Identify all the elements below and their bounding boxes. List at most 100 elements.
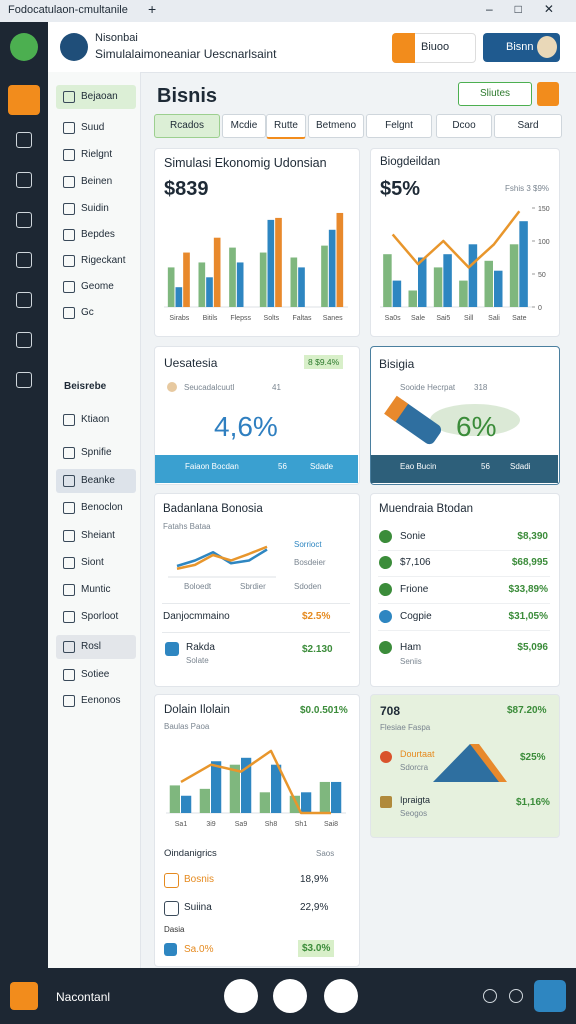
row-label: Sa.0% — [184, 944, 214, 955]
tool-button[interactable]: Sard — [494, 114, 562, 138]
nav-highlight[interactable] — [56, 635, 136, 659]
row-label: Ham — [400, 642, 422, 653]
button-1-icon — [392, 33, 415, 63]
bar — [183, 252, 190, 307]
x-tick-label: Sate — [512, 315, 527, 322]
y-tick-label: 150 — [538, 206, 550, 213]
strip-label: 56 — [481, 462, 490, 471]
nav-icon — [63, 695, 75, 707]
nav-icon — [63, 641, 75, 653]
icon — [379, 610, 392, 623]
footer-button[interactable] — [324, 979, 358, 1013]
x-tick-label: Sh1 — [295, 821, 308, 828]
nav-item[interactable]: Benoclon — [81, 502, 123, 513]
strip — [371, 455, 558, 483]
nav-item[interactable]: Sheiant — [81, 530, 115, 541]
nav-item[interactable]: Suud — [81, 122, 105, 133]
nav-highlight[interactable] — [56, 85, 136, 109]
nav-icon — [63, 307, 75, 319]
action-button[interactable]: Sliutes — [458, 82, 532, 106]
logo — [60, 33, 88, 61]
filter[interactable]: Felgnt — [366, 114, 432, 138]
line — [176, 545, 268, 570]
nav-item[interactable]: Sporloot — [81, 611, 119, 622]
rail-icon[interactable] — [16, 212, 32, 228]
tag: Sbrdier — [240, 582, 266, 591]
card-title: Uesatesia — [164, 356, 218, 370]
map-illustration — [384, 395, 520, 445]
nav-item[interactable]: Rigeckant — [81, 255, 126, 266]
new-tab[interactable]: + — [148, 1, 157, 17]
row-value: $33,89% — [508, 584, 548, 595]
nav-item[interactable]: Rosl — [81, 641, 102, 652]
nav-highlight[interactable] — [56, 469, 136, 493]
strip-label: 56 — [278, 462, 287, 471]
card-title: Biogdeildan — [380, 156, 441, 168]
nav-item[interactable]: Beanke — [81, 475, 115, 486]
x-tick-label: Sa1 — [175, 821, 188, 828]
bar — [519, 221, 528, 307]
avatar[interactable] — [537, 36, 557, 58]
action-icon[interactable] — [537, 82, 559, 106]
nav-icon — [63, 669, 75, 681]
app-name: Nisonbai — [95, 32, 138, 44]
nav-item[interactable]: Spnifie — [81, 447, 112, 458]
rail-icon[interactable] — [16, 172, 32, 188]
nav-item[interactable]: Siont — [81, 557, 104, 568]
divider — [162, 632, 350, 633]
nav-item[interactable]: Eenonos — [81, 695, 121, 706]
bar — [259, 792, 270, 813]
footer-icon[interactable] — [10, 982, 38, 1010]
nav-item[interactable]: Suidin — [81, 203, 109, 214]
filter[interactable]: Rutte — [266, 114, 306, 139]
rail-logo[interactable] — [10, 33, 38, 61]
footer-button[interactable] — [224, 979, 258, 1013]
button-2-label: Bisnn — [506, 41, 534, 53]
bar — [213, 237, 221, 307]
icon — [379, 556, 392, 569]
bar — [275, 217, 282, 307]
window-controls[interactable]: –□✕ — [486, 2, 576, 16]
x-tick-label: Sali — [488, 315, 500, 322]
row-label: Dourtaat — [400, 749, 435, 759]
nav-icon — [63, 176, 75, 188]
footer-icon[interactable] — [483, 989, 497, 1003]
filter[interactable]: Betmeno — [308, 114, 364, 138]
nav-item[interactable]: Muntic — [81, 584, 111, 595]
footer-icon[interactable] — [534, 980, 566, 1012]
nav-section[interactable]: Beisrebe — [64, 381, 107, 392]
nav-item[interactable]: Sotiee — [81, 669, 110, 680]
nav-item[interactable]: Geome — [81, 281, 114, 292]
footer-button[interactable] — [273, 979, 307, 1013]
nav-item[interactable]: Ktiaon — [81, 414, 110, 425]
rail-icon[interactable] — [16, 332, 32, 348]
bar — [408, 290, 417, 307]
tool-button[interactable]: Dcoo — [436, 114, 492, 138]
footer-icon[interactable] — [509, 989, 523, 1003]
rail-icon[interactable] — [16, 372, 32, 388]
rail-icon[interactable] — [16, 132, 32, 148]
bar — [199, 788, 210, 813]
nav-item[interactable]: Gc — [81, 307, 94, 318]
row-value: $3.0% — [298, 940, 335, 957]
x-tick-label: Sale — [411, 315, 425, 322]
filter[interactable]: Rcados — [154, 114, 220, 138]
icon — [164, 943, 177, 956]
big-value: 6% — [456, 411, 497, 442]
nav-item[interactable]: Bepdes — [81, 229, 115, 240]
bar — [494, 270, 503, 307]
nav-item[interactable]: Bejaoan — [81, 91, 118, 102]
rail-home[interactable] — [8, 85, 40, 115]
divider — [378, 630, 550, 631]
line — [180, 749, 331, 815]
nav-item[interactable]: Beinen — [81, 176, 113, 187]
rail-icon[interactable] — [16, 292, 32, 308]
nav-item[interactable]: Rielgnt — [81, 149, 113, 160]
filter[interactable]: Mcdie — [222, 114, 266, 138]
row-value: $1,16% — [516, 797, 550, 808]
rail-icon[interactable] — [16, 252, 32, 268]
card-title: Bisigia — [379, 357, 415, 371]
x-tick-label: Sirabs — [169, 315, 189, 322]
icon — [380, 751, 392, 763]
